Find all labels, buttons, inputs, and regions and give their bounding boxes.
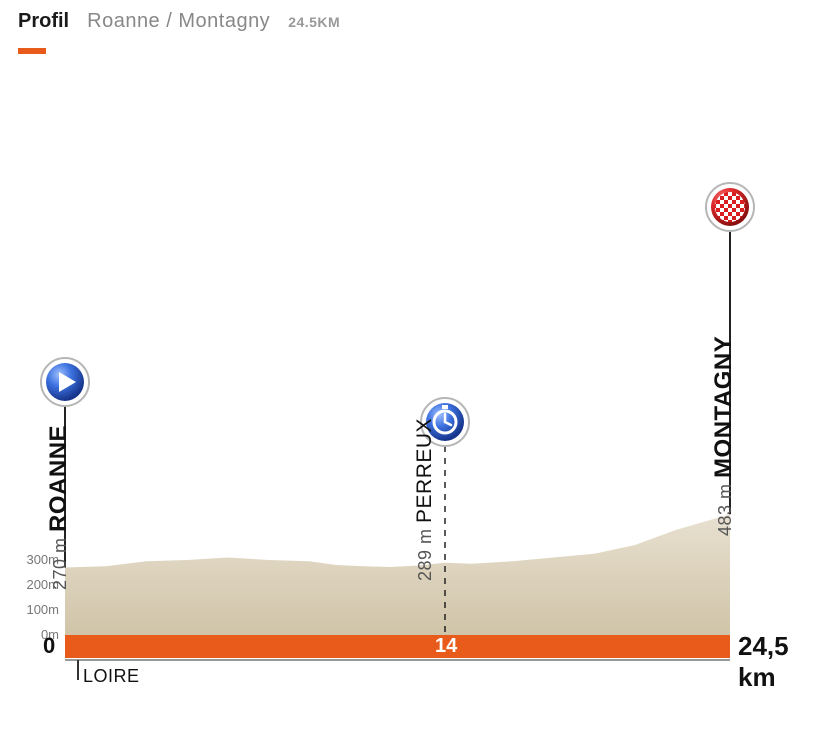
- header-accent: [18, 48, 46, 54]
- marker-label-start: 270 m ROANNE: [45, 424, 73, 589]
- marker-label-inter: 289 m PERREUX: [413, 418, 437, 581]
- terrain-fill: [65, 514, 730, 635]
- x-tick: 0: [43, 633, 55, 659]
- finish-icon: [706, 183, 754, 231]
- header: Profil Roanne / Montagny 24.5KM: [18, 10, 340, 33]
- distance-band: [65, 635, 730, 658]
- header-title: Profil: [18, 10, 69, 33]
- header-route: Roanne / Montagny: [87, 10, 270, 33]
- region-label: LOIRE: [83, 666, 140, 687]
- play-icon: [41, 358, 89, 406]
- elevation-profile-chart: 300m200m100m0m01424,5 kmLOIRE270 m ROANN…: [0, 100, 817, 730]
- x-tick: 14: [435, 635, 457, 658]
- end-distance-label: 24,5 km: [738, 631, 817, 693]
- y-tick: 100m: [9, 602, 59, 617]
- marker-label-finish: 483 m MONTAGNY: [710, 336, 738, 536]
- header-distance: 24.5KM: [288, 14, 340, 30]
